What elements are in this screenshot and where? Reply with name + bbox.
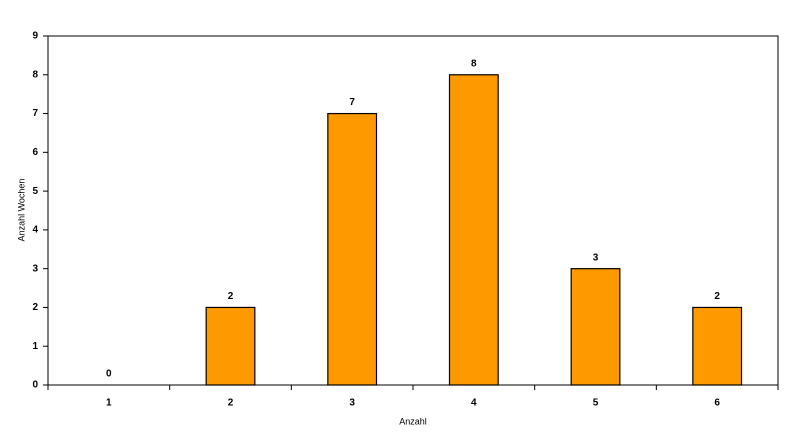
- data-label: 2: [714, 291, 720, 302]
- x-tick-label: 5: [593, 398, 599, 409]
- data-label: 0: [106, 369, 112, 380]
- y-tick-label: 7: [32, 108, 38, 119]
- y-tick-label: 5: [32, 186, 38, 197]
- x-axis-label: Anzahl: [399, 416, 427, 426]
- y-tick-label: 0: [32, 380, 38, 391]
- bar: [448, 74, 499, 386]
- x-tick-label: 6: [714, 398, 720, 409]
- data-label: 2: [228, 291, 234, 302]
- plot-area: [47, 35, 779, 386]
- bar: [205, 306, 256, 386]
- bar: [692, 306, 743, 386]
- y-tick-label: 3: [32, 263, 38, 274]
- x-tick-label: 4: [471, 398, 477, 409]
- y-tick-label: 4: [32, 225, 38, 236]
- bar: [570, 268, 621, 386]
- y-tick-label: 9: [32, 31, 38, 42]
- data-label: 7: [349, 97, 355, 108]
- data-label: 3: [593, 252, 599, 263]
- y-tick-label: 1: [32, 341, 38, 352]
- y-axis-label: Anzahl Wochen: [16, 179, 26, 242]
- bar: [327, 112, 378, 386]
- x-tick-label: 2: [228, 398, 234, 409]
- x-tick-label: 3: [349, 398, 355, 409]
- data-label: 8: [471, 58, 477, 69]
- y-tick-label: 8: [32, 69, 38, 80]
- y-tick-label: 6: [32, 147, 38, 158]
- x-tick-label: 1: [106, 398, 112, 409]
- y-tick-label: 2: [32, 302, 38, 313]
